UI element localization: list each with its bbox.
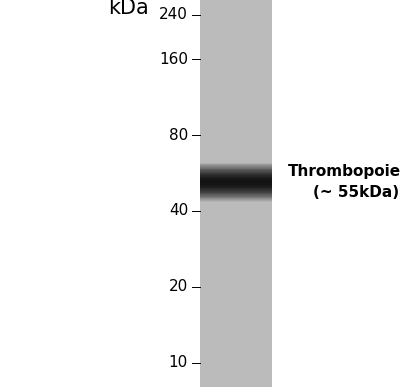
Text: 10: 10 <box>169 355 188 370</box>
Text: 40: 40 <box>169 204 188 218</box>
Text: 20: 20 <box>169 279 188 294</box>
Text: kDa: kDa <box>108 0 148 18</box>
Text: 80: 80 <box>169 128 188 142</box>
Text: 240: 240 <box>159 7 188 22</box>
Text: Thrombopoietin
(~ 55kDa): Thrombopoietin (~ 55kDa) <box>288 164 400 200</box>
Bar <box>200 0 272 387</box>
Text: 160: 160 <box>159 52 188 67</box>
